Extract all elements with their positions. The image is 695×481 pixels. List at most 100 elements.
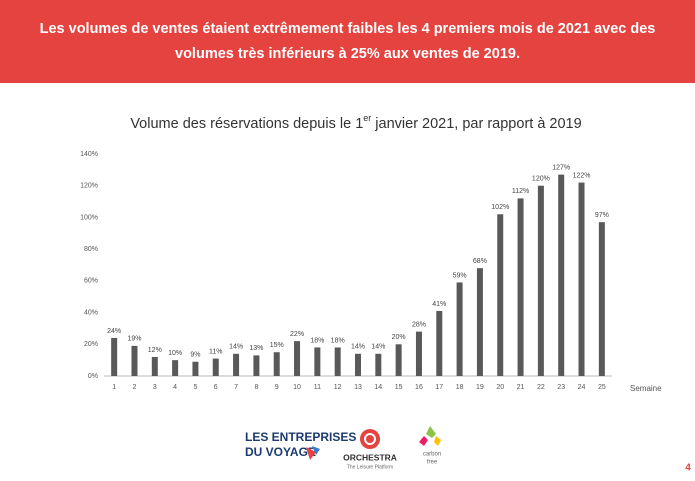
x-tick-label: 2	[133, 384, 137, 391]
x-tick-label: 20	[496, 384, 504, 391]
logo-shape	[360, 429, 380, 449]
value-label: 28%	[412, 321, 426, 328]
y-tick-label: 0%	[88, 373, 98, 380]
x-tick-label: 1	[112, 384, 116, 391]
x-axis-label: Semaine	[630, 384, 662, 393]
x-tick-label: 15	[395, 384, 403, 391]
value-label: 14%	[229, 344, 243, 351]
y-tick-label: 60%	[84, 278, 98, 285]
chart-title: Volume des réservations depuis le 1er ja…	[130, 113, 581, 131]
bar	[375, 353, 382, 376]
footer-logos: LES ENTREPRISES DU VOYAGE ORCHESTRA The …	[245, 426, 691, 474]
x-tick-label: 23	[557, 384, 565, 391]
value-label: 127%	[552, 164, 570, 171]
value-label: 15%	[270, 342, 284, 349]
logo-text: The Leisure Platform	[347, 464, 393, 470]
title-sup: er	[363, 113, 371, 123]
bar	[212, 358, 219, 376]
bar	[456, 282, 463, 376]
value-label: 68%	[473, 258, 487, 265]
bar	[314, 347, 321, 376]
y-tick-label: 100%	[80, 214, 98, 221]
x-tick-label: 14	[374, 384, 382, 391]
y-tick-label: 120%	[80, 183, 98, 190]
logo-text: DU VOYAGE	[245, 445, 316, 459]
x-tick-label: 11	[314, 384, 321, 391]
bar	[151, 356, 158, 376]
bar	[436, 310, 443, 376]
x-tick-label: 19	[476, 384, 484, 391]
value-label: 18%	[310, 337, 324, 344]
logo-text: ORCHESTRA	[343, 452, 397, 462]
value-label: 18%	[331, 337, 345, 344]
y-tick-label: 40%	[84, 309, 98, 316]
bar	[598, 222, 605, 376]
x-tick-label: 9	[275, 384, 279, 391]
value-label: 22%	[290, 331, 304, 338]
x-tick-label: 3	[153, 384, 157, 391]
logo-shape	[306, 447, 316, 460]
x-tick-label: 22	[537, 384, 545, 391]
value-label: 102%	[491, 204, 509, 211]
x-tick-label: 8	[254, 384, 258, 391]
x-tick-label: 17	[435, 384, 443, 391]
page-number: 4	[685, 463, 691, 474]
logo-shape	[434, 436, 441, 446]
value-label: 12%	[148, 347, 162, 354]
value-label: 41%	[432, 301, 446, 308]
banner: Les volumes de ventes étaient extrêmemen…	[0, 0, 695, 83]
bar	[578, 182, 585, 376]
bar	[334, 347, 341, 376]
logo-shape	[364, 433, 376, 445]
bar	[415, 331, 422, 376]
title-part: Volume des réservations depuis le 1	[130, 116, 363, 132]
bar	[131, 345, 138, 376]
x-tick-label: 10	[293, 384, 301, 391]
logo-text: LES ENTREPRISES	[245, 430, 356, 444]
bar	[233, 353, 240, 376]
value-label: 97%	[595, 212, 609, 219]
value-label: 112%	[512, 188, 529, 195]
x-tick-label: 7	[234, 384, 238, 391]
bar	[273, 352, 280, 376]
value-label: 14%	[351, 344, 365, 351]
bar	[537, 185, 544, 376]
bar	[192, 361, 199, 376]
logo-shape	[312, 446, 320, 455]
logo-text: carbon	[423, 452, 441, 458]
value-label: 9%	[190, 352, 200, 359]
x-tick-label: 24	[578, 384, 586, 391]
bar	[558, 174, 565, 376]
bar	[395, 344, 402, 376]
bar	[111, 337, 118, 376]
logo-shape	[419, 436, 428, 446]
logo-shape	[426, 426, 436, 438]
x-tick-label: 13	[354, 384, 362, 391]
value-label: 122%	[573, 172, 591, 179]
x-tick-label: 21	[517, 384, 525, 391]
value-label: 20%	[392, 334, 406, 341]
bar	[517, 198, 524, 376]
bar	[497, 214, 504, 376]
y-tick-label: 80%	[84, 246, 98, 253]
banner-text: Les volumes de ventes étaient extrêmemen…	[39, 20, 656, 62]
y-tick-label: 20%	[84, 341, 98, 348]
logo-text: free	[427, 460, 438, 466]
x-tick-label: 4	[173, 384, 177, 391]
bar	[476, 268, 483, 376]
bar	[294, 341, 301, 376]
bar	[253, 355, 260, 376]
x-tick-label: 5	[193, 384, 197, 391]
x-tick-label: 18	[456, 384, 464, 391]
value-label: 13%	[249, 345, 263, 352]
bar	[355, 353, 361, 376]
value-label: 11%	[209, 348, 223, 355]
value-label: 120%	[532, 176, 550, 183]
x-tick-label: 12	[334, 384, 342, 391]
value-label: 59%	[453, 272, 467, 279]
x-tick-label: 6	[214, 384, 218, 391]
y-tick-label: 140%	[80, 151, 98, 158]
x-tick-label: 16	[415, 384, 423, 391]
value-label: 10%	[168, 350, 182, 357]
